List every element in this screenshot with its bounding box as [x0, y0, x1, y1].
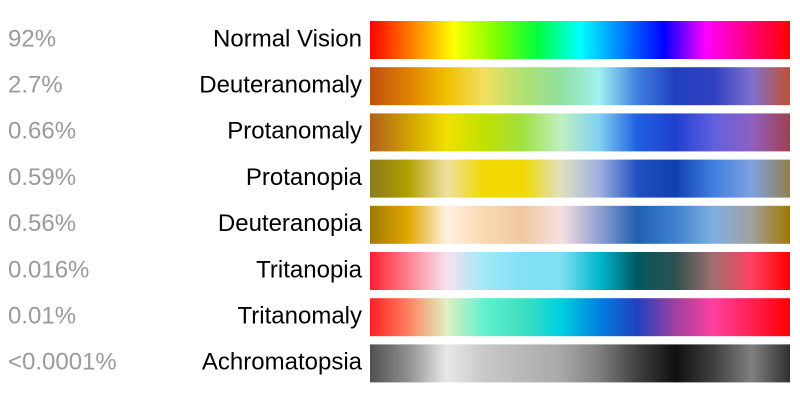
color-spectrum — [370, 159, 790, 198]
percent: 92% — [8, 25, 56, 52]
percent: 0.66% — [8, 118, 76, 145]
percent: 0.56% — [8, 210, 76, 237]
color-spectrum — [370, 252, 790, 290]
color-spectrum — [370, 344, 790, 383]
percent: 0.59% — [8, 164, 76, 191]
color-spectrum — [370, 67, 790, 106]
percent: <0.0001% — [8, 349, 117, 376]
color-spectrum — [370, 113, 790, 152]
vision-type: Tritanopia — [256, 256, 362, 283]
color-spectrum — [370, 21, 790, 59]
percent: 2.7% — [8, 72, 63, 99]
color-spectrum — [370, 205, 790, 244]
percent: 0.01% — [8, 303, 76, 330]
vision-type: Protanopia — [246, 164, 363, 191]
vision-type: Protanomaly — [227, 118, 362, 145]
vision-type: Achromatopsia — [202, 349, 363, 376]
vision-type: Tritanomaly — [238, 303, 362, 330]
percent: 0.016% — [8, 256, 89, 283]
vision-type: Deuteranomaly — [199, 72, 362, 99]
color-spectrum — [370, 298, 790, 337]
vision-type: Normal Vision — [213, 25, 362, 52]
vision-type: Deuteranopia — [218, 210, 363, 237]
